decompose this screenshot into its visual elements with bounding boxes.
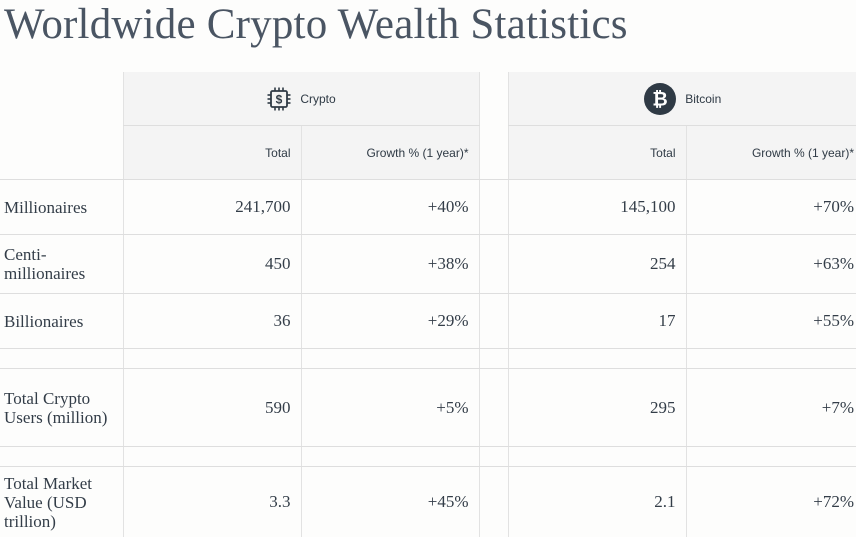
bitcoin-total-cell: 2.1 (508, 467, 686, 537)
bitcoin-total-cell: 295 (508, 369, 686, 447)
crypto-total-cell: 3.3 (123, 467, 301, 537)
wealth-statistics-table: $ Crypto ₿ Bitcoin Total Growth % (1 y (0, 72, 856, 537)
bitcoin-growth-cell: +63% (686, 235, 856, 294)
row-label: Centi-millionaires (0, 235, 123, 294)
crypto-total-cell: 241,700 (123, 180, 301, 235)
table-row: Total Market Value (USD trillion) 3.3 +4… (0, 467, 856, 537)
svg-text:₿: ₿ (652, 89, 667, 110)
table-row: Billionaires 36 +29% 17 +55% (0, 294, 856, 349)
bitcoin-total-cell: 17 (508, 294, 686, 349)
crypto-group-header: $ Crypto (123, 72, 479, 126)
crypto-growth-cell: +29% (301, 294, 479, 349)
page-title: Worldwide Crypto Wealth Statistics (4, 0, 628, 49)
bitcoin-group-label: Bitcoin (685, 92, 721, 106)
bitcoin-growth-cell: +7% (686, 369, 856, 447)
svg-text:$: $ (276, 92, 283, 106)
crypto-growth-cell: +45% (301, 467, 479, 537)
spacer-row (0, 447, 856, 467)
row-label: Millionaires (0, 180, 123, 235)
table-row: Centi-millionaires 450 +38% 254 +63% (0, 235, 856, 294)
crypto-group-label: Crypto (300, 92, 335, 106)
crypto-total-cell: 36 (123, 294, 301, 349)
spacer-row (0, 349, 856, 369)
crypto-growth-cell: +40% (301, 180, 479, 235)
table-row: Millionaires 241,700 +40% 145,100 +70% (0, 180, 856, 235)
bitcoin-icon: ₿ (643, 82, 677, 116)
bitcoin-total-cell: 254 (508, 235, 686, 294)
bitcoin-growth-header: Growth % (1 year)* (686, 126, 856, 180)
bitcoin-total-header: Total (508, 126, 686, 180)
crypto-total-cell: 590 (123, 369, 301, 447)
row-label: Total Crypto Users (million) (0, 369, 123, 447)
bitcoin-group-header: ₿ Bitcoin (508, 72, 856, 126)
bitcoin-total-cell: 145,100 (508, 180, 686, 235)
bitcoin-growth-cell: +55% (686, 294, 856, 349)
crypto-growth-header: Growth % (1 year)* (301, 126, 479, 180)
row-label: Billionaires (0, 294, 123, 349)
crypto-total-header: Total (123, 126, 301, 180)
bitcoin-growth-cell: +72% (686, 467, 856, 537)
row-label: Total Market Value (USD trillion) (0, 467, 123, 537)
crypto-growth-cell: +38% (301, 235, 479, 294)
crypto-growth-cell: +5% (301, 369, 479, 447)
table-row: Total Crypto Users (million) 590 +5% 295… (0, 369, 856, 447)
crypto-total-cell: 450 (123, 235, 301, 294)
chip-dollar-icon: $ (266, 86, 292, 112)
bitcoin-growth-cell: +70% (686, 180, 856, 235)
